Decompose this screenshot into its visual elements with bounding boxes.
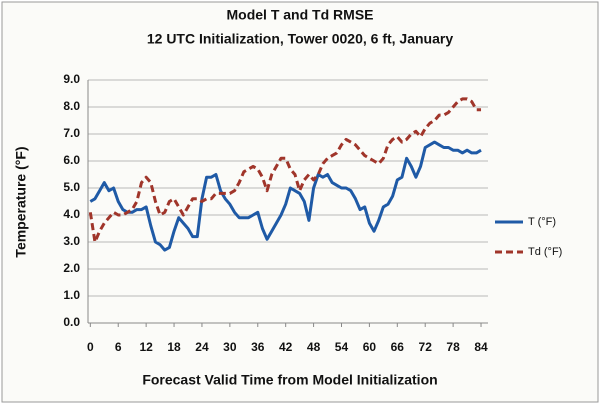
- y-tick-label: 5.0: [63, 180, 80, 194]
- series-line: [89, 140, 482, 252]
- y-tick-label: 0.0: [63, 315, 80, 329]
- x-tick-label: 48: [307, 340, 321, 354]
- series-line: [88, 97, 482, 244]
- y-axis-label: Temperature (°F): [13, 146, 29, 257]
- x-tick-label: 60: [363, 340, 377, 354]
- chart-subtitle: 12 UTC Initialization, Tower 0020, 6 ft,…: [147, 31, 453, 47]
- y-tick-label: 8.0: [63, 99, 80, 113]
- x-tick-label: 24: [195, 340, 209, 354]
- x-tick-label: 12: [139, 340, 153, 354]
- y-tick-label: 9.0: [63, 72, 80, 86]
- x-tick-label: 42: [279, 340, 293, 354]
- y-tick-label: 6.0: [63, 153, 80, 167]
- x-tick-label: 30: [223, 340, 237, 354]
- x-tick-label: 54: [335, 340, 349, 354]
- y-tick-label: 4.0: [63, 207, 80, 221]
- y-tick-label: 2.0: [63, 261, 80, 275]
- x-axis-label: Forecast Valid Time from Model Initializ…: [142, 372, 437, 388]
- chart-title: Model T and Td RMSE: [227, 7, 374, 23]
- x-tick-label: 72: [419, 340, 433, 354]
- x-tick-label: 78: [446, 340, 460, 354]
- x-tick-label: 0: [87, 340, 94, 354]
- x-tick-label: 84: [474, 340, 488, 354]
- y-tick-label: 3.0: [63, 234, 80, 248]
- legend-label: Td (°F): [528, 246, 562, 258]
- x-tick-label: 36: [251, 340, 265, 354]
- x-tick-label: 66: [391, 340, 405, 354]
- x-tick-label: 18: [167, 340, 181, 354]
- legend-label: T (°F): [528, 216, 556, 228]
- y-tick-label: 1.0: [63, 288, 80, 302]
- x-tick-label: 6: [115, 340, 122, 354]
- y-tick-label: 7.0: [63, 126, 80, 140]
